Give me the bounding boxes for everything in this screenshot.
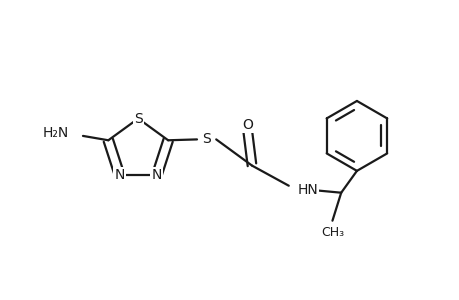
Text: N: N <box>114 169 125 182</box>
Text: S: S <box>134 112 142 125</box>
Text: N: N <box>151 169 162 182</box>
Text: H₂N: H₂N <box>43 126 69 140</box>
Text: S: S <box>202 132 211 146</box>
Text: O: O <box>242 118 252 131</box>
Text: CH₃: CH₃ <box>320 226 343 238</box>
Text: HN: HN <box>297 183 318 197</box>
